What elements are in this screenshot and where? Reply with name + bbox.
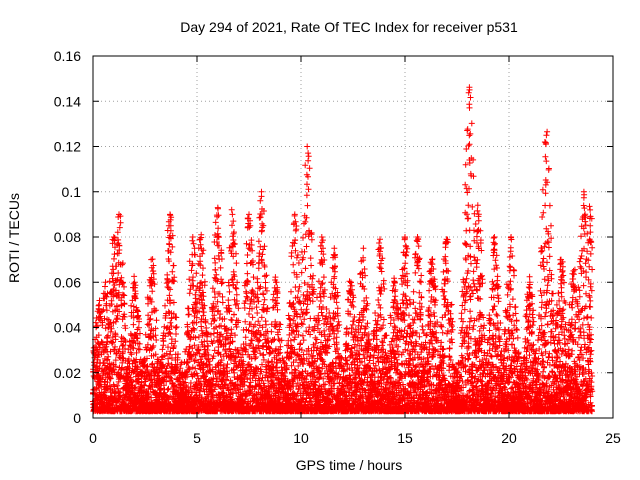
y-tick-label: 0.02 [54,365,81,381]
y-tick-label: 0 [73,410,81,426]
x-axis-label: GPS time / hours [296,457,403,473]
y-axis-label: ROTI / TECUs [6,193,22,283]
x-tick-label: 25 [605,430,621,446]
y-tick-label: 0.1 [62,184,82,200]
y-tick-label: 0.06 [54,274,81,290]
y-tick-label: 0.04 [54,320,81,336]
x-tick-label: 5 [193,430,201,446]
chart-title: Day 294 of 2021, Rate Of TEC Index for r… [180,19,518,35]
x-tick-label: 20 [501,430,517,446]
y-tick-label: 0.12 [54,139,81,155]
x-tick-label: 0 [89,430,97,446]
y-tick-label: 0.14 [54,93,81,109]
axis-ticks: 0 5 10 15 20 25 0 0.02 0.04 0.06 0.08 0.1 0.12 0.14 0.… [54,48,621,446]
y-tick-label: 0.16 [54,48,81,64]
x-tick-label: 10 [293,430,309,446]
x-tick-label: 15 [397,430,413,446]
y-tick-label: 0.08 [54,229,81,245]
